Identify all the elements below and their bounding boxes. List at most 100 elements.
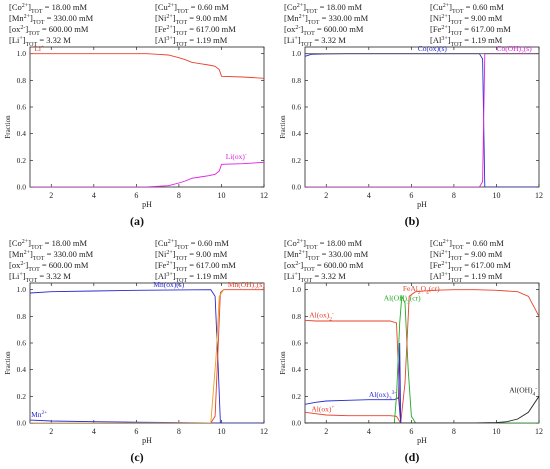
y-tick-label: 0.8 xyxy=(292,312,302,321)
y-tick-label: 0.4 xyxy=(292,129,302,138)
species-label: Mn2+ xyxy=(31,410,47,419)
y-tick-label: 0.6 xyxy=(17,339,27,348)
panel-caption: (d) xyxy=(405,450,420,464)
axes-frame xyxy=(29,46,265,188)
panel-c: [Co2+]TOT = 18.00 mM[Mn2+]TOT = 330.00 m… xyxy=(4,238,268,464)
x-tick-label: 10 xyxy=(217,427,225,436)
series-line-co-oh-2-s- xyxy=(305,53,539,187)
header-left-1: [Mn2+]TOT = 330.00 mM xyxy=(284,13,369,26)
header-left-0: [Co2+]TOT = 18.00 mM xyxy=(284,238,362,251)
header-right-3: [Al3+]TOT = 1.19 mM xyxy=(430,271,503,284)
panel-a: [Co2+]TOT = 18.00 mM[Mn2+]TOT = 330.00 m… xyxy=(4,2,268,228)
x-tick-label: 6 xyxy=(409,191,413,200)
species-label: Li(ox)- xyxy=(226,152,247,161)
y-tick-label: 0.6 xyxy=(292,103,302,112)
series-line-mn-oh-2-s- xyxy=(30,289,264,423)
y-tick-label: 1.0 xyxy=(17,285,27,294)
species-label: FeAl2O4(cr) xyxy=(403,284,440,296)
y-tick-label: 1.0 xyxy=(17,49,27,58)
panel-d: [Co2+]TOT = 18.00 mM[Mn2+]TOT = 330.00 m… xyxy=(279,238,543,464)
y-tick-label: 0.0 xyxy=(292,419,302,428)
panel-caption: (b) xyxy=(405,214,420,228)
header-left-2: [ox2-]TOT = 600.00 mM xyxy=(9,24,89,37)
header-left-1: [Mn2+]TOT = 330.00 mM xyxy=(9,249,94,262)
header-right-0: [Cu2+]TOT = 0.60 mM xyxy=(430,2,504,15)
species-label: Co(OH)2(s) xyxy=(496,44,532,56)
y-axis-label: Fraction xyxy=(279,115,287,139)
header-right-1: [Ni2+]TOT = 9.00 mM xyxy=(430,249,503,262)
y-tick-label: 1.0 xyxy=(292,49,302,58)
y-tick-label: 0.4 xyxy=(292,365,302,374)
header-right-3: [Al3+]TOT = 1.19 mM xyxy=(430,35,503,48)
header-right-2: [Fe2+]TOT = 617.00 mM xyxy=(430,260,511,273)
series-group xyxy=(305,53,539,187)
header-right-1: [Ni2+]TOT = 9.00 mM xyxy=(155,249,228,262)
series-line-al-oh-3-cr- xyxy=(305,294,539,423)
y-tick-label: 0.2 xyxy=(17,392,27,401)
x-axis-label: pH xyxy=(142,436,152,445)
x-tick-label: 6 xyxy=(134,191,138,200)
y-tick-label: 0.8 xyxy=(17,76,27,85)
species-label: Al(ox)33- xyxy=(369,390,397,402)
y-tick-label: 0.2 xyxy=(292,392,302,401)
y-axis-label: Fraction xyxy=(4,351,12,375)
series-line-al-ox-2- xyxy=(305,319,539,423)
y-tick-label: 1.0 xyxy=(292,285,302,294)
series-group xyxy=(30,289,264,423)
x-axis-label: pH xyxy=(417,436,427,445)
species-label: Al(OH)3(cr) xyxy=(384,293,421,305)
x-tick-label: 8 xyxy=(177,191,181,200)
y-axis-label: Fraction xyxy=(279,351,287,375)
header-right-3: [Al3+]TOT = 1.19 mM xyxy=(155,271,228,284)
header-left-2: [ox2-]TOT = 600.00 mM xyxy=(9,260,89,273)
header-left-1: [Mn2+]TOT = 330.00 mM xyxy=(9,13,94,26)
series-line-li- xyxy=(30,53,264,79)
series-line-mn2- xyxy=(30,419,264,423)
series-group xyxy=(305,289,539,423)
y-tick-label: 0.6 xyxy=(17,103,27,112)
x-tick-label: 2 xyxy=(324,427,328,436)
axes-frame xyxy=(304,46,540,188)
x-tick-label: 6 xyxy=(134,427,138,436)
x-tick-label: 12 xyxy=(260,191,268,200)
x-tick-label: 10 xyxy=(217,191,225,200)
header-left-3: [Li+]TOT = 3.32 M xyxy=(9,35,71,48)
x-tick-label: 4 xyxy=(367,427,371,436)
header-left-3: [Li+]TOT = 3.32 M xyxy=(284,35,346,48)
y-tick-label: 0.4 xyxy=(17,365,27,374)
species-label: Co(ox)(s) xyxy=(418,44,448,53)
x-axis-label: pH xyxy=(142,200,152,209)
x-tick-label: 8 xyxy=(452,191,456,200)
header-left-3: [Li+]TOT = 3.32 M xyxy=(284,271,346,284)
header-right-2: [Fe2+]TOT = 617.00 mM xyxy=(155,260,236,273)
header-left-0: [Co2+]TOT = 18.00 mM xyxy=(284,2,362,15)
x-tick-label: 4 xyxy=(92,191,96,200)
y-tick-label: 0.0 xyxy=(17,183,27,192)
panel-caption: (a) xyxy=(130,214,144,228)
y-tick-label: 0.0 xyxy=(292,183,302,192)
x-tick-label: 2 xyxy=(324,191,328,200)
header-right-2: [Fe2+]TOT = 617.00 mM xyxy=(155,24,236,37)
series-line-al-oh-4- xyxy=(305,396,539,423)
x-tick-label: 12 xyxy=(535,427,543,436)
header-left-3: [Li+]TOT = 3.32 M xyxy=(9,271,71,284)
header-left-2: [ox2-]TOT = 600.00 mM xyxy=(284,260,364,273)
series-line-co-ox-s- xyxy=(305,53,539,187)
x-tick-label: 4 xyxy=(367,191,371,200)
header-right-2: [Fe2+]TOT = 617.00 mM xyxy=(430,24,511,37)
species-label: Li+ xyxy=(34,44,44,53)
panel-b: [Co2+]TOT = 18.00 mM[Mn2+]TOT = 330.00 m… xyxy=(279,2,543,228)
header-right-1: [Ni2+]TOT = 9.00 mM xyxy=(155,13,228,26)
header-left-1: [Mn2+]TOT = 330.00 mM xyxy=(284,249,369,262)
header-left-0: [Co2+]TOT = 18.00 mM xyxy=(9,238,87,251)
axes-frame xyxy=(304,282,540,424)
y-axis-label: Fraction xyxy=(4,115,12,139)
series-line-li-ox- xyxy=(30,161,264,187)
header-left-2: [ox2-]TOT = 600.00 mM xyxy=(284,24,364,37)
series-line-al-ox-3-3 xyxy=(305,397,539,423)
species-label: Mn(OH)2(s) xyxy=(228,280,265,292)
header-right-3: [Al3+]TOT = 1.19 mM xyxy=(155,35,228,48)
y-tick-label: 0.2 xyxy=(17,156,27,165)
y-tick-label: 0.0 xyxy=(17,419,27,428)
